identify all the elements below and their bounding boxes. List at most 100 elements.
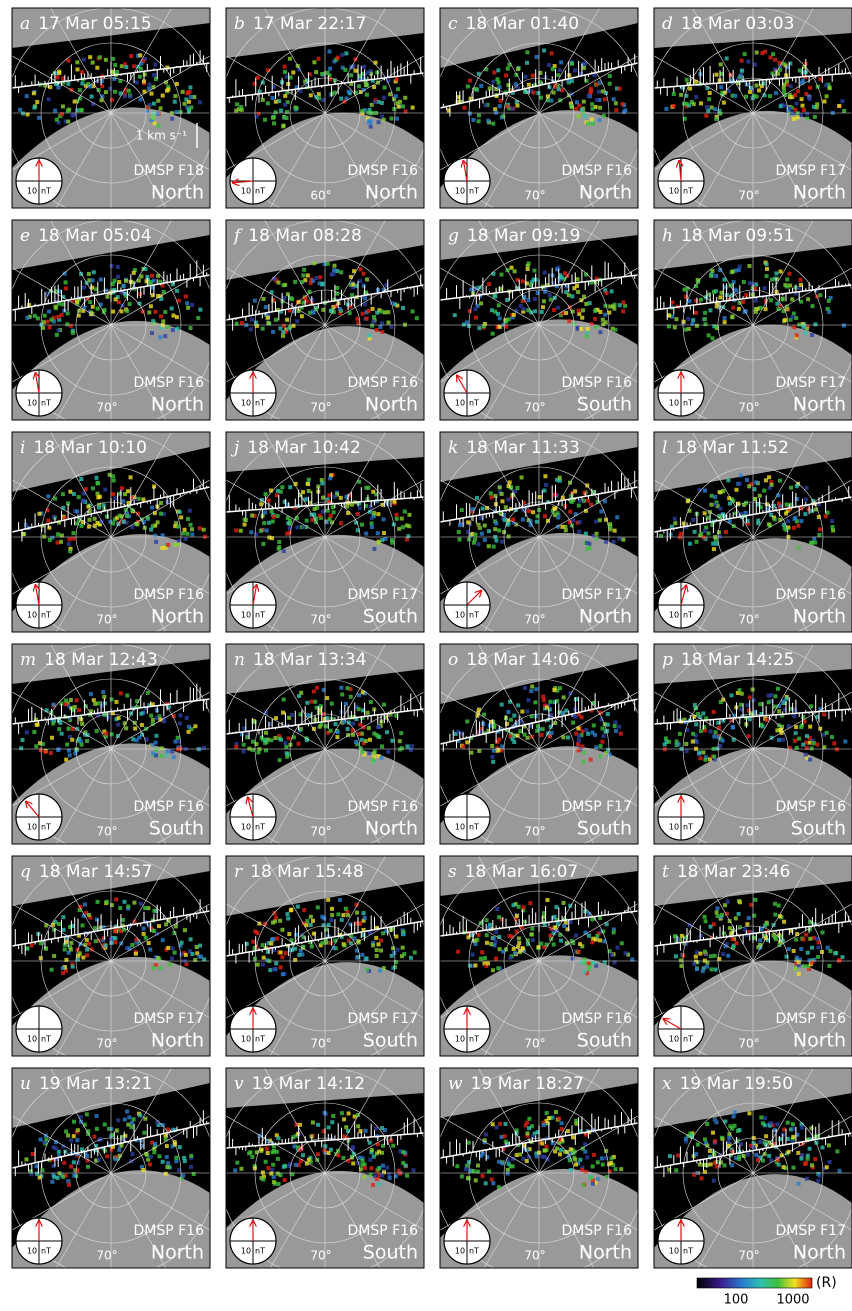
pixel: [796, 115, 800, 119]
pixel: [692, 102, 696, 106]
pixel: [410, 744, 414, 748]
pixel: [188, 509, 192, 513]
pixel: [521, 279, 525, 283]
pixel: [789, 486, 793, 490]
pixel: [566, 736, 570, 740]
pixel: [262, 521, 266, 525]
pixel: [134, 941, 138, 945]
pixel: [102, 503, 106, 507]
pixel: [251, 940, 255, 944]
pixel: [614, 720, 618, 724]
pixel: [805, 112, 809, 116]
pixel: [612, 97, 616, 101]
pixel: [185, 301, 189, 305]
pixel: [560, 525, 564, 529]
pixel: [529, 689, 533, 693]
pixel: [812, 537, 816, 541]
latitude-label: 70°: [524, 189, 545, 203]
pixel: [799, 300, 803, 304]
pixel: [151, 116, 155, 120]
pixel: [599, 509, 603, 513]
pixel: [283, 94, 287, 98]
panel-letter: g: [448, 226, 459, 246]
pixel: [824, 83, 828, 87]
pixel: [88, 509, 92, 513]
pixel: [96, 481, 100, 485]
pixel: [173, 100, 177, 104]
pixel: [76, 954, 80, 958]
pixel: [487, 544, 491, 548]
pixel: [557, 87, 561, 91]
pixel: [181, 90, 185, 94]
pixel: [336, 730, 340, 734]
pixel: [491, 122, 495, 126]
pixel: [113, 63, 117, 67]
pixel: [613, 328, 617, 332]
pixel: [406, 534, 410, 538]
hemisphere: North: [365, 818, 418, 840]
pixel: [128, 302, 132, 306]
pixel: [367, 333, 371, 337]
pixel: [392, 500, 396, 504]
pixel: [104, 90, 108, 94]
compass-value: 10: [241, 823, 251, 832]
pixel: [321, 510, 325, 514]
pixel: [277, 545, 281, 549]
pixel: [161, 533, 165, 537]
pixel: [305, 701, 309, 705]
pixel: [141, 497, 145, 501]
pixel: [346, 727, 350, 731]
pixel: [177, 542, 181, 546]
pixel: [552, 308, 556, 312]
pixel: [380, 321, 384, 325]
pixel: [339, 521, 343, 525]
pixel: [293, 280, 297, 284]
pixel: [171, 282, 175, 286]
pixel: [172, 755, 176, 759]
pixel: [539, 96, 543, 100]
pixel: [592, 723, 596, 727]
pixel: [788, 107, 792, 111]
pixel: [369, 125, 373, 129]
panel-time: 18 Mar 09:19: [467, 226, 581, 246]
pixel: [703, 317, 707, 321]
pixel: [190, 303, 194, 307]
pixel: [62, 928, 66, 932]
pixel: [372, 547, 376, 551]
pixel: [332, 510, 336, 514]
pixel: [148, 948, 152, 952]
pixel: [395, 517, 399, 521]
pixel: [813, 115, 817, 119]
pixel: [123, 94, 127, 98]
pixel: [388, 92, 392, 96]
pixel: [402, 952, 406, 956]
pixel: [589, 87, 593, 91]
pixel: [824, 514, 828, 518]
pixel: [600, 740, 604, 744]
pixel: [355, 956, 359, 960]
pixel: [594, 520, 598, 524]
panel-time: 18 Mar 10:42: [247, 438, 361, 458]
pixel: [515, 104, 519, 108]
pixel: [465, 740, 469, 744]
pixel: [48, 325, 52, 329]
pixel: [330, 702, 334, 706]
pixel: [372, 511, 376, 515]
pixel: [767, 700, 771, 704]
pixel: [382, 703, 386, 707]
pixel: [777, 709, 781, 713]
pixel: [498, 947, 502, 951]
pixel: [98, 495, 102, 499]
pixel: [594, 532, 598, 536]
pixel: [261, 327, 265, 331]
pixel: [135, 81, 139, 85]
pixel: [287, 932, 291, 936]
pixel: [45, 320, 49, 324]
pixel: [130, 943, 134, 947]
pixel: [707, 333, 711, 337]
pixel: [577, 504, 581, 508]
pixel: [274, 916, 278, 920]
pixel: [366, 711, 370, 715]
